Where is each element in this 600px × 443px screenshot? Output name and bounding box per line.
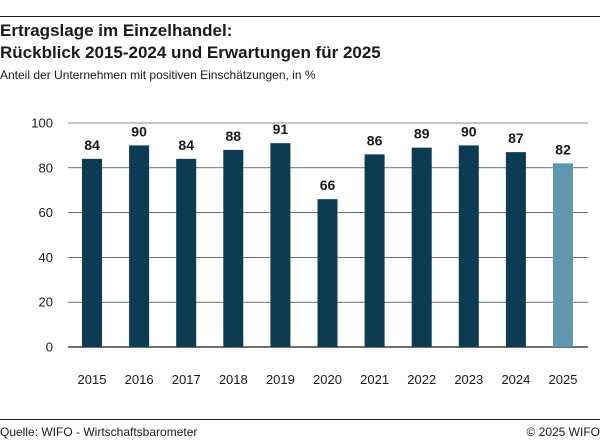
bar	[176, 158, 197, 347]
bar	[270, 143, 291, 347]
chart-subtitle: Anteil der Unternehmen mit positiven Ein…	[0, 68, 316, 82]
bar	[505, 152, 526, 347]
bar	[458, 145, 479, 347]
data-label: 86	[367, 132, 383, 148]
x-tick-label: 2022	[407, 372, 436, 387]
x-tick-label: 2015	[78, 372, 107, 387]
x-tick-label: 2019	[266, 372, 295, 387]
bar	[411, 147, 432, 347]
top-rule	[0, 16, 600, 17]
x-tick-label: 2016	[125, 372, 154, 387]
data-label: 66	[320, 177, 336, 193]
data-label: 90	[461, 123, 477, 139]
y-tick-label: 40	[39, 250, 53, 265]
bar-expectation	[553, 163, 573, 347]
bar	[223, 149, 244, 347]
x-tick-label: 2023	[454, 372, 483, 387]
bar	[317, 199, 338, 347]
y-tick-label: 20	[39, 295, 53, 310]
x-tick-label: 2017	[172, 372, 201, 387]
y-tick-label: 100	[31, 116, 53, 131]
x-tick-label: 2025	[549, 372, 578, 387]
bottom-rule	[0, 419, 600, 420]
y-tick-label: 80	[39, 160, 53, 175]
chart-title-line-1: Ertragslage im Einzelhandel:	[0, 21, 233, 40]
data-label: 91	[273, 121, 289, 137]
x-tick-label: 2024	[501, 372, 530, 387]
x-tick-label: 2020	[313, 372, 342, 387]
bar	[129, 145, 150, 347]
x-tick-label: 2021	[360, 372, 389, 387]
data-label: 82	[555, 141, 571, 157]
chart-title: Ertragslage im Einzelhandel: Rückblick 2…	[0, 20, 600, 64]
copyright-note: © 2025 WIFO	[526, 425, 600, 439]
y-tick-label: 0	[46, 340, 53, 355]
data-label: 90	[131, 123, 147, 139]
data-label: 89	[414, 126, 430, 142]
data-label: 84	[178, 137, 194, 153]
x-tick-label: 2018	[219, 372, 248, 387]
chart-title-line-2: Rückblick 2015-2024 und Erwartungen für …	[0, 43, 381, 62]
data-label: 87	[508, 130, 524, 146]
bar	[364, 154, 385, 347]
data-label: 88	[226, 128, 242, 144]
bar	[82, 158, 102, 347]
source-note: Quelle: WIFO - Wirtschaftsbarometer	[0, 425, 198, 439]
y-tick-label: 60	[39, 205, 53, 220]
data-label: 84	[84, 137, 100, 153]
